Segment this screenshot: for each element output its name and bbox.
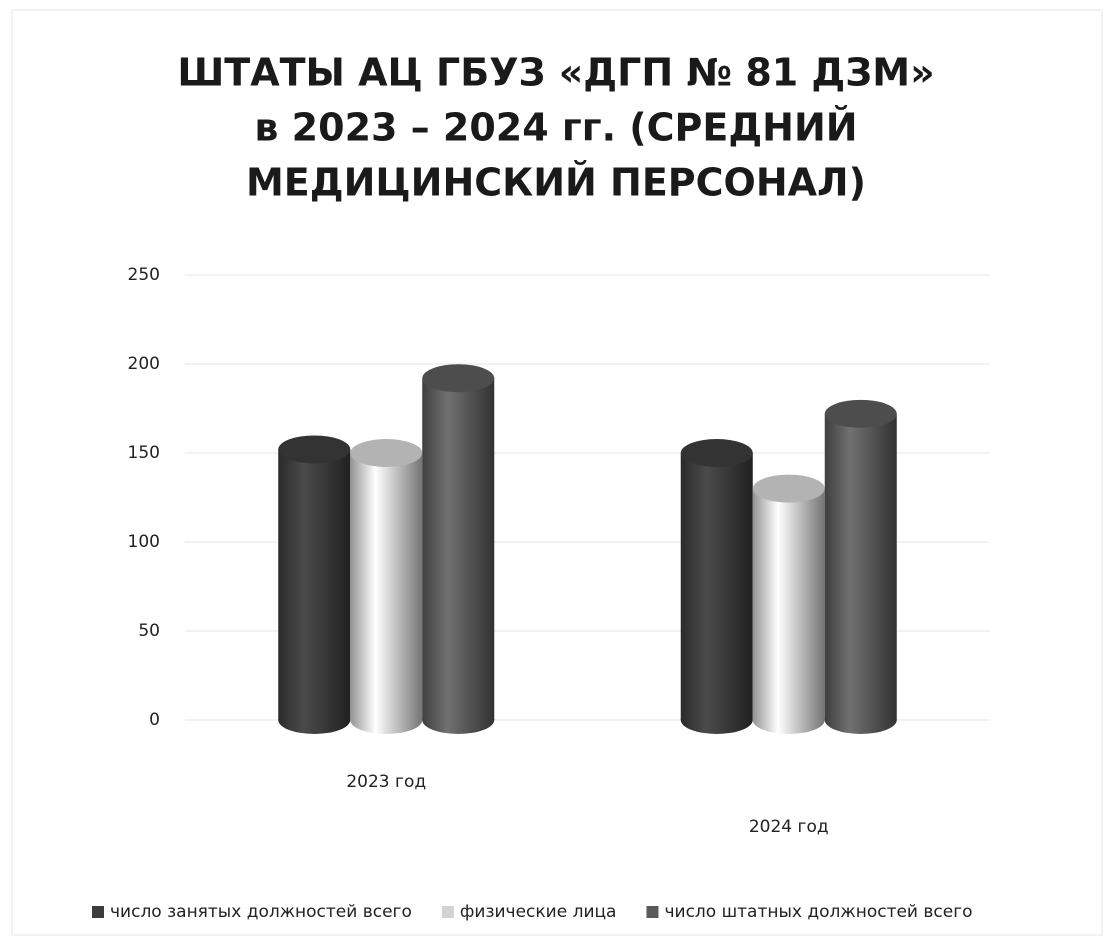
legend-swatch (646, 906, 659, 918)
bar-top (278, 435, 351, 464)
bar-body (680, 453, 753, 720)
bar-top (350, 439, 423, 467)
legend-swatch (441, 906, 454, 918)
y-tick-label: 150 (128, 443, 160, 463)
bar-top (752, 474, 825, 503)
chart-title: в 2023 – 2024 гг. (СРЕДНИЙ (254, 106, 857, 150)
bar-body (422, 378, 495, 720)
chart-title: МЕДИЦИНСКИЙ ПЕРСОНАЛ) (246, 161, 866, 205)
legend-swatch (92, 906, 104, 918)
y-tick-label: 100 (128, 532, 160, 552)
bar (278, 435, 351, 734)
bar-body (350, 453, 423, 720)
y-tick-label: 50 (138, 621, 160, 641)
legend-label: число занятых должностей всего (110, 902, 412, 922)
bar-body (824, 413, 897, 720)
y-tick-label: 250 (128, 265, 160, 285)
bar-top (422, 364, 495, 393)
bar-body (752, 488, 825, 720)
chart-frame (11, 9, 1103, 936)
bar (824, 399, 897, 734)
bar-body (278, 449, 351, 720)
x-tick-label: 2024 год (749, 817, 829, 837)
bar-top (680, 439, 753, 467)
x-tick-label: 2023 год (346, 772, 426, 792)
chart-title: ШТАТЫ АЦ ГБУЗ «ДГП № 81 ДЗМ» (177, 51, 934, 95)
y-tick-label: 0 (149, 710, 160, 730)
legend-label: число штатных должностей всего (664, 902, 972, 922)
bar (350, 439, 423, 734)
legend-label: физические лица (460, 902, 617, 922)
bar (680, 439, 753, 734)
y-tick-label: 200 (128, 354, 160, 374)
bar-top (824, 399, 897, 428)
bar (752, 474, 825, 734)
bar (422, 364, 495, 734)
